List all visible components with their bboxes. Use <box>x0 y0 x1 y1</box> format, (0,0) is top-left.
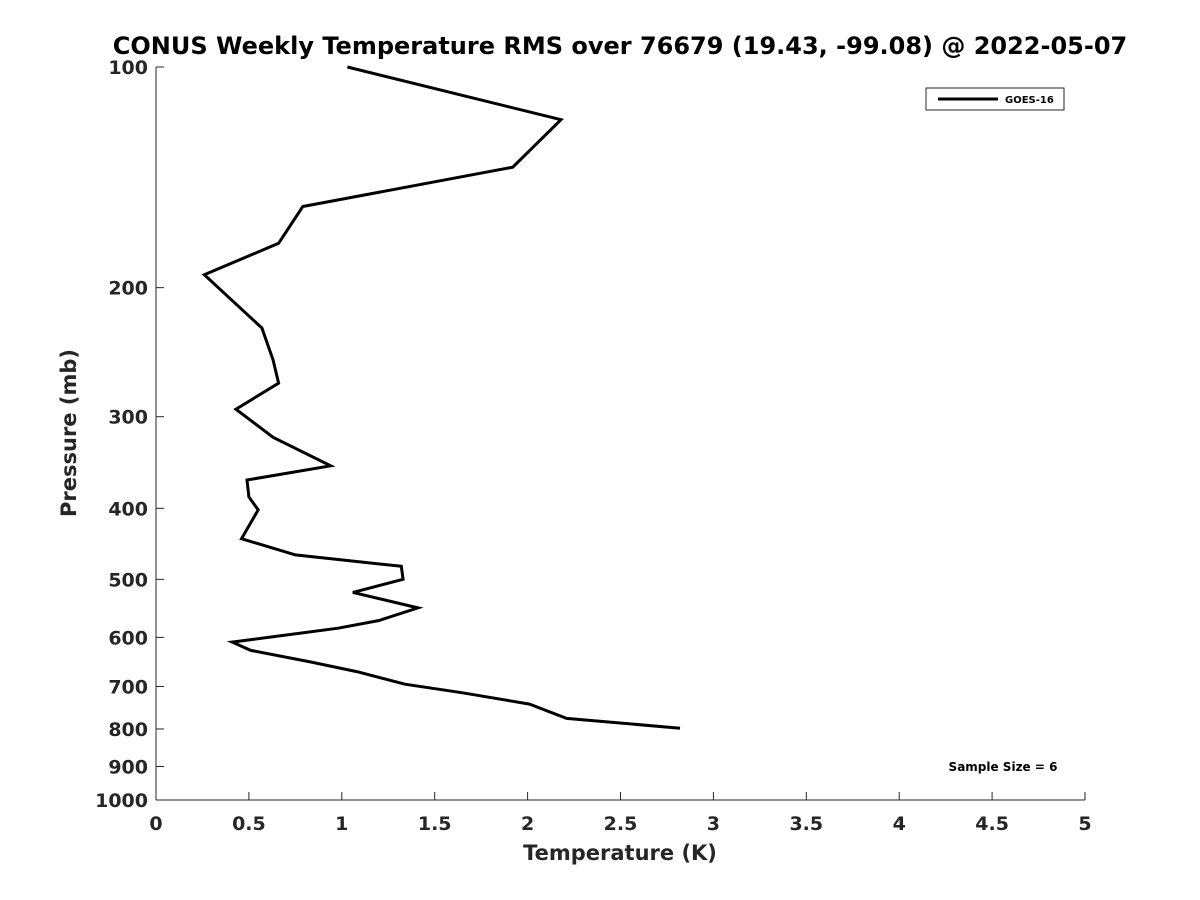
y-tick-label: 900 <box>108 756 148 778</box>
x-tick-label: 0.5 <box>232 813 266 835</box>
x-tick-label: 5 <box>1078 813 1091 835</box>
y-tick-label: 200 <box>108 278 148 300</box>
x-tick-label: 2.5 <box>604 813 638 835</box>
y-tick-label: 600 <box>108 627 148 649</box>
y-tick-label: 1000 <box>95 790 148 812</box>
y-tick-label: 100 <box>108 57 148 79</box>
x-tick-label: 1 <box>335 813 348 835</box>
y-tick-label: 400 <box>108 498 148 520</box>
y-tick-label: 700 <box>108 676 148 698</box>
y-axis-ticks: 100 200 300 400 500 600 700 800 900 1000 <box>95 57 164 812</box>
series-line-goes-16 <box>201 65 681 730</box>
x-tick-label: 4 <box>893 813 906 835</box>
y-axis-label: Pressure (mb) <box>57 349 81 517</box>
x-tick-label: 3.5 <box>789 813 823 835</box>
series-group <box>201 65 681 730</box>
x-tick-label: 0 <box>149 813 162 835</box>
legend-label-goes-16: GOES-16 <box>1005 95 1054 106</box>
y-tick-label: 500 <box>108 569 148 591</box>
legend: GOES-16 <box>925 87 1065 111</box>
chart-title: CONUS Weekly Temperature RMS over 76679 … <box>113 32 1127 60</box>
y-tick-label: 800 <box>108 719 148 741</box>
x-tick-label: 3 <box>707 813 720 835</box>
y-tick-label: 300 <box>108 407 148 429</box>
x-tick-label: 4.5 <box>975 813 1009 835</box>
sample-size-annotation: Sample Size = 6 <box>949 760 1058 774</box>
x-axis-label: Temperature (K) <box>523 841 717 865</box>
plot-area: 0 0.5 1 1.5 2 2.5 3 3.5 4 4.5 5 100 200 300 400 500 600… <box>95 57 1092 835</box>
x-tick-label: 2 <box>521 813 534 835</box>
x-tick-label: 1.5 <box>418 813 452 835</box>
x-axis-ticks: 0 0.5 1 1.5 2 2.5 3 3.5 4 4.5 5 <box>149 792 1092 835</box>
